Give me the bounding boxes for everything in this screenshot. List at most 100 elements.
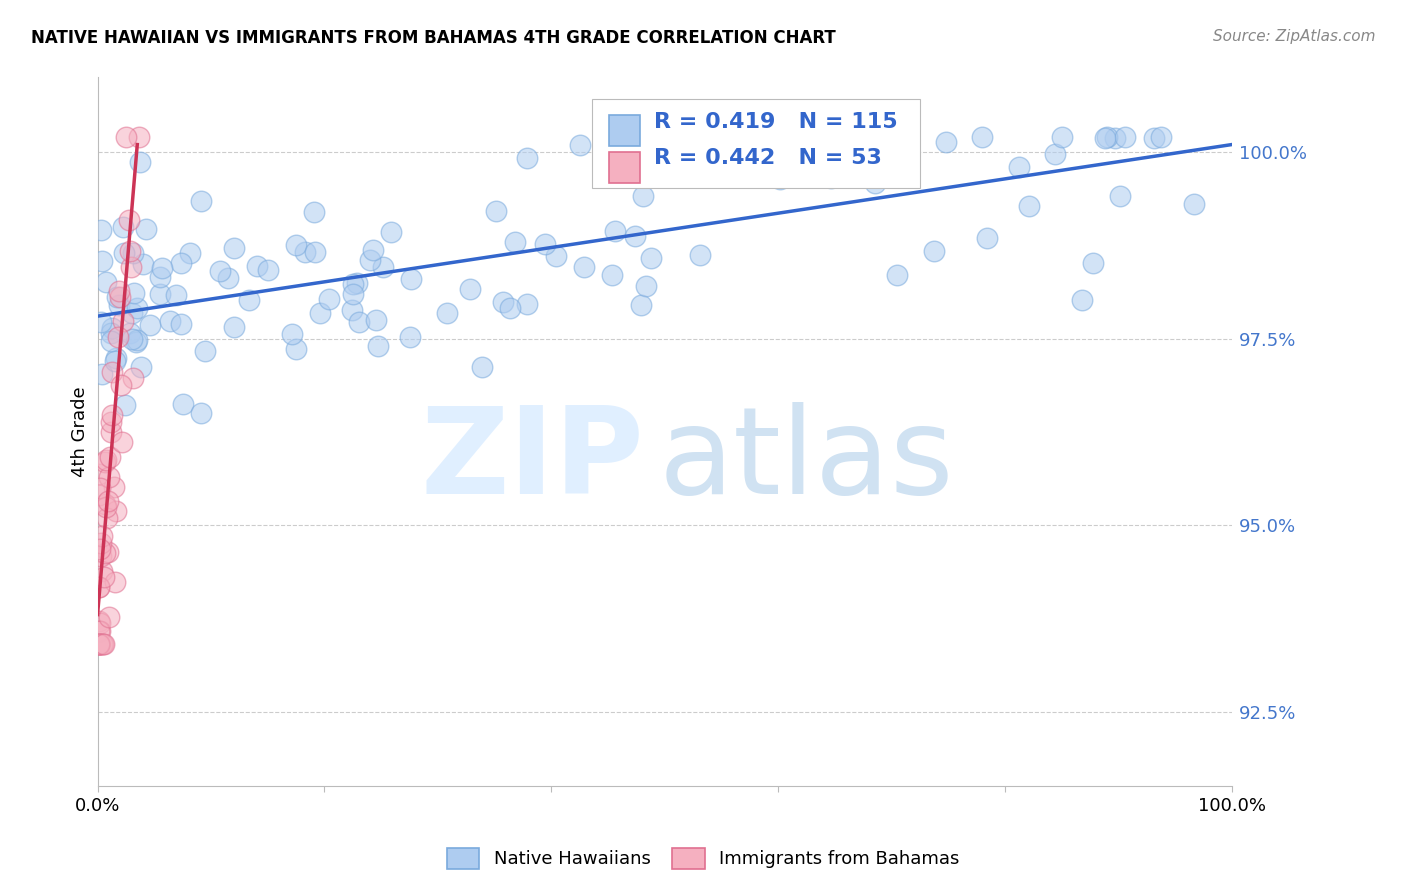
Point [602,268,624,282]
Point [112,219,135,234]
Point [572,260,595,274]
Point [149,269,172,284]
Point [165,288,187,302]
Point [380,226,402,240]
Point [631,189,654,203]
Point [111,435,134,450]
Point [256,262,278,277]
Point [359,252,381,267]
Point [120,260,142,275]
Point [94,500,117,514]
Point [280,326,302,341]
Point [91,637,114,651]
Point [97,493,120,508]
Point [100,365,122,379]
Point [89,581,111,595]
Point [1071,293,1094,308]
Point [1109,189,1132,203]
Point [93,455,115,469]
Point [302,204,325,219]
Point [89,637,111,651]
Point [100,450,122,464]
Point [458,282,481,296]
Point [884,139,907,153]
Point [976,231,998,245]
Point [90,564,112,578]
Point [246,259,269,273]
Point [121,306,143,320]
Point [308,306,330,320]
Point [603,224,626,238]
Point [1008,160,1031,174]
Point [304,245,326,260]
Point [125,335,148,350]
Point [399,272,422,286]
Point [104,353,127,368]
Point [546,249,568,263]
Point [90,254,112,268]
Point [217,271,239,285]
Point [340,302,363,317]
Point [318,292,340,306]
Point [94,275,117,289]
Point [347,315,370,329]
Point [516,152,538,166]
Point [94,497,117,511]
Text: atlas: atlas [659,401,955,518]
Point [122,246,145,260]
Point [533,237,555,252]
Point [125,333,148,347]
Point [135,222,157,236]
Point [859,130,882,145]
Point [222,320,245,334]
Point [190,406,212,420]
Point [100,334,122,348]
Point [863,176,886,190]
Point [87,488,110,502]
Point [399,329,422,343]
Point [89,481,111,495]
Point [366,313,388,327]
Point [689,248,711,262]
Point [89,542,111,557]
Point [87,637,110,651]
Point [769,171,792,186]
Point [108,290,131,304]
Point [172,397,194,411]
Point [138,318,160,332]
Point [820,171,842,186]
Point [342,277,364,292]
Point [471,359,494,374]
Point [193,343,215,358]
Point [190,194,212,209]
Point [112,246,135,260]
Point [110,378,132,392]
Point [159,313,181,327]
Point [128,130,150,145]
Point [114,398,136,412]
Point [89,467,111,481]
Point [125,301,148,316]
Point [97,545,120,559]
Point [640,252,662,266]
Point [103,480,125,494]
Point [170,256,193,270]
Point [131,257,153,271]
Point [492,294,515,309]
Point [485,204,508,219]
Point [342,287,364,301]
Point [107,329,129,343]
Point [93,569,115,583]
Point [121,333,143,347]
Point [104,351,127,366]
Point [1150,130,1173,145]
Point [107,284,129,298]
Point [886,268,908,282]
Point [935,135,957,149]
Point [346,276,368,290]
Point [621,157,644,171]
Point [634,279,657,293]
Point [569,138,592,153]
Point [105,290,128,304]
Point [128,155,150,169]
